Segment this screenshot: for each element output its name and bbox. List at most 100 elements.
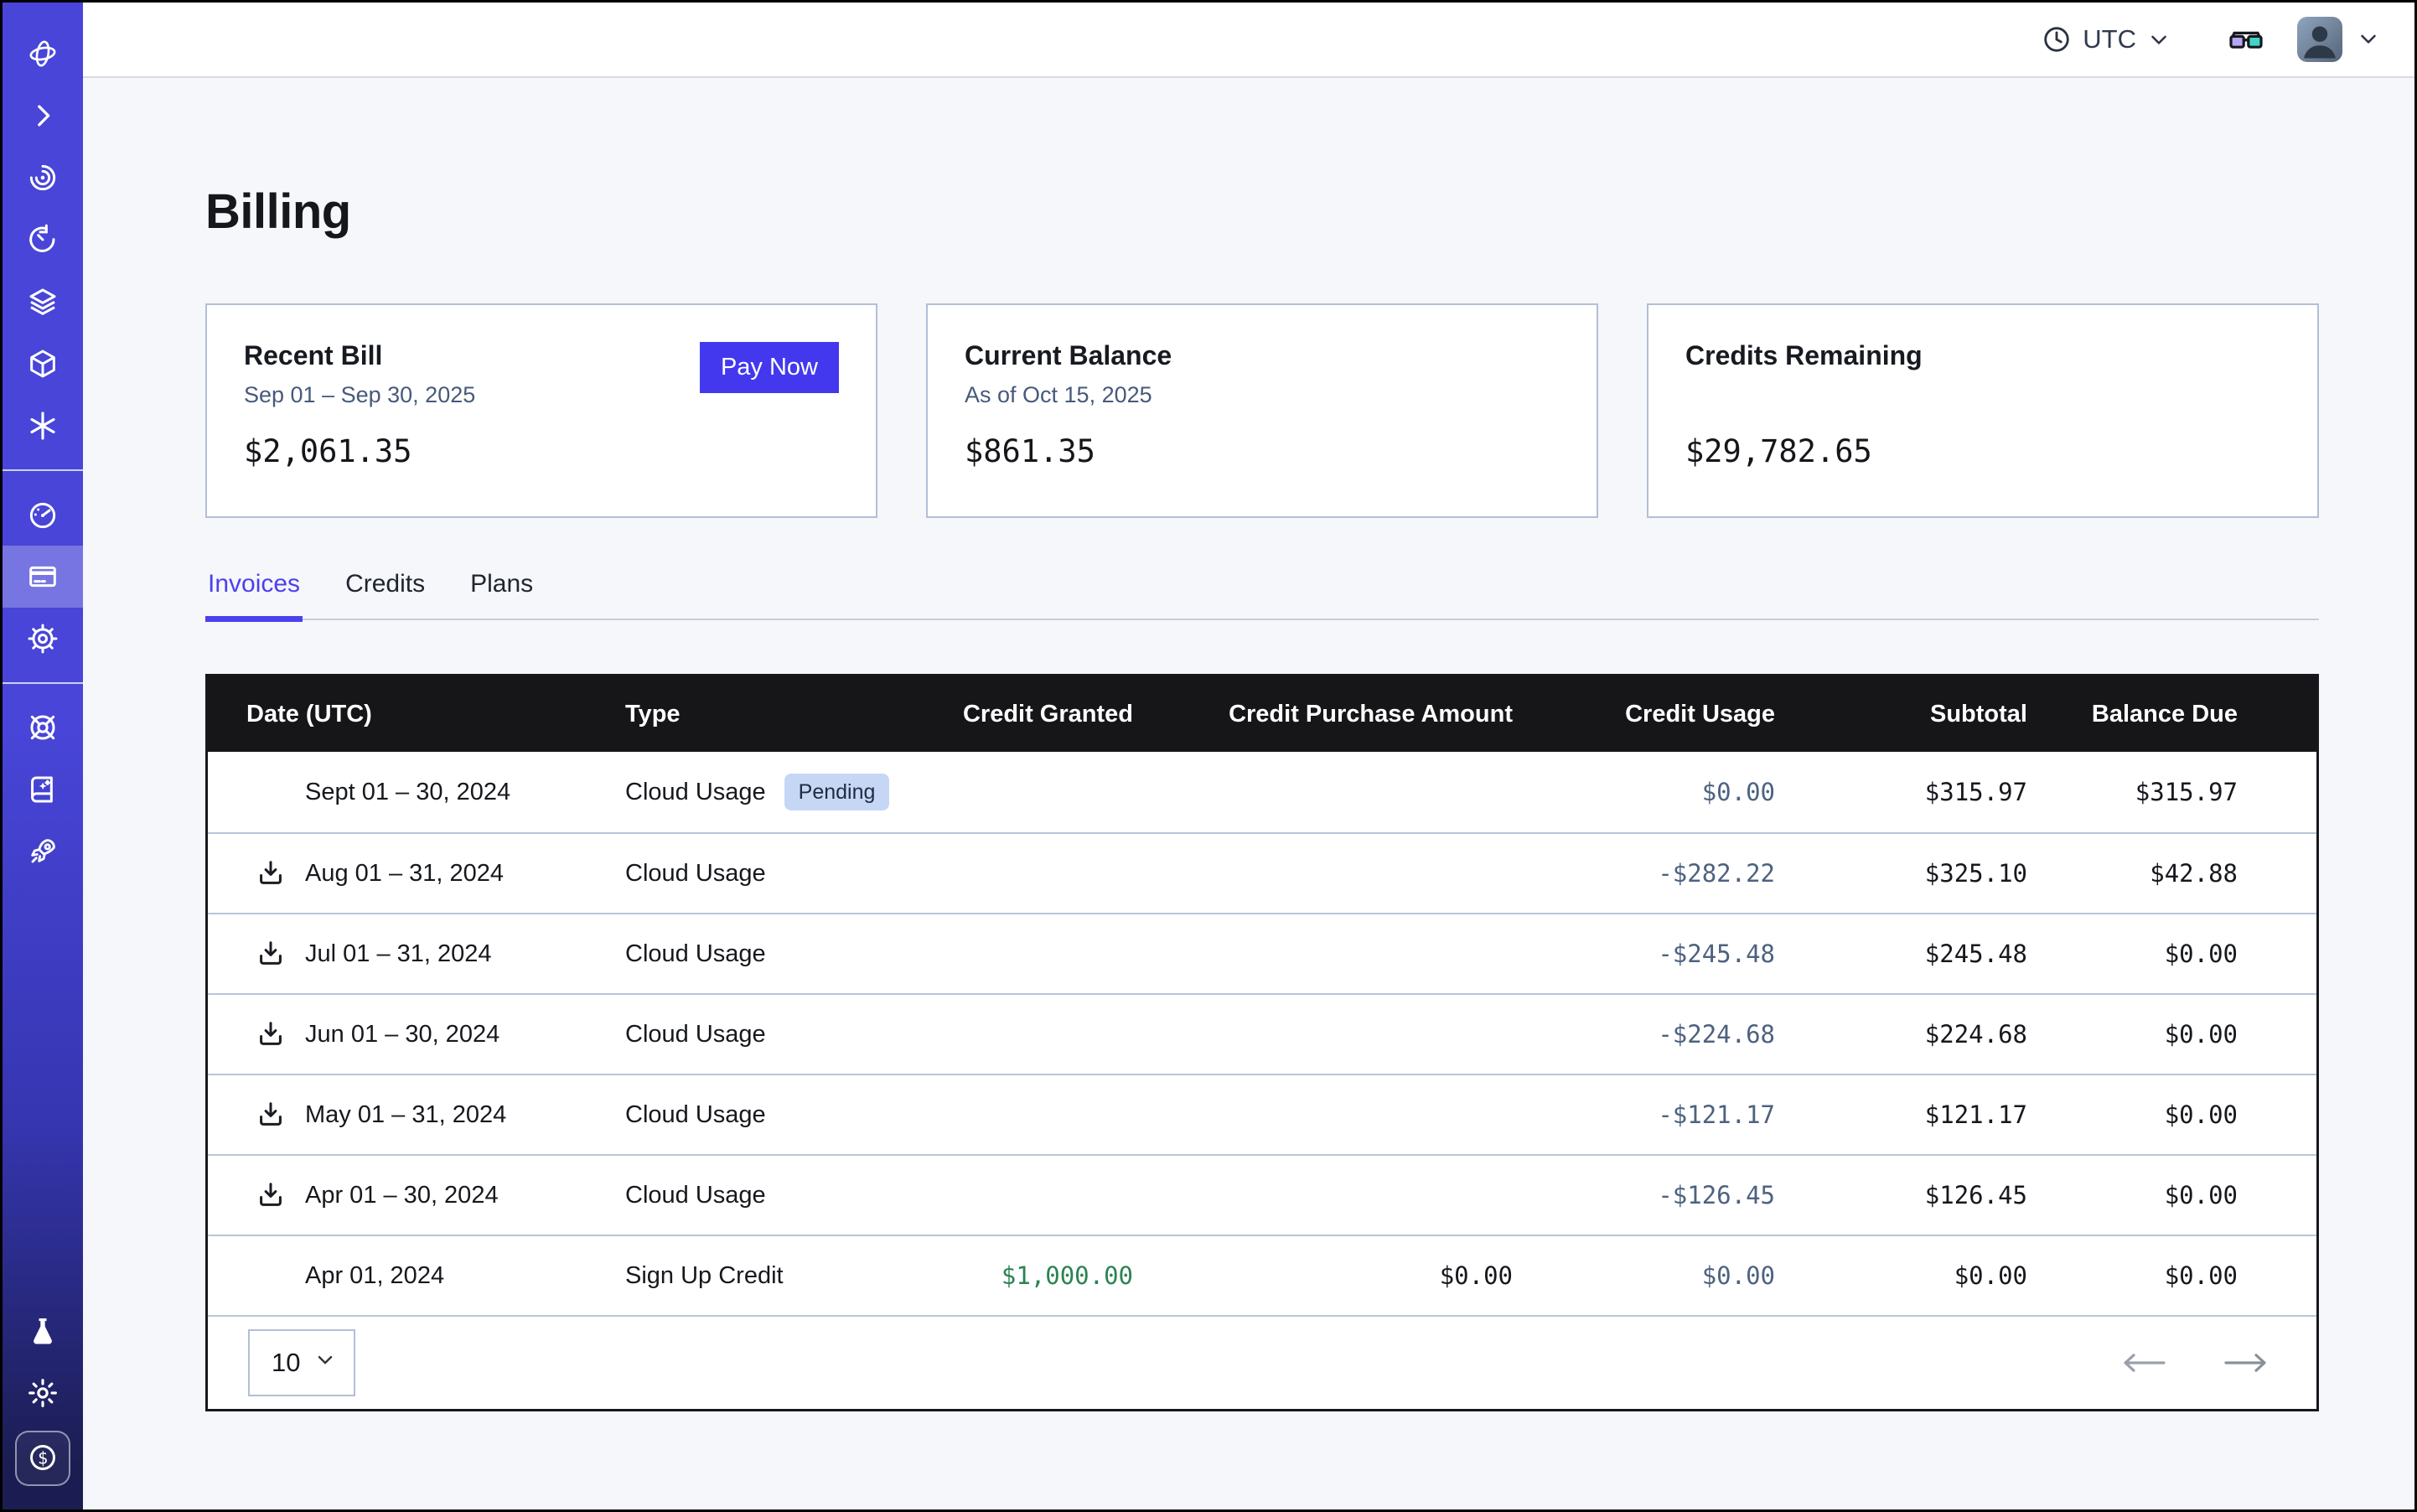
gear-icon — [26, 622, 60, 655]
credit-usage-cell: $0.00 — [1701, 1261, 1775, 1290]
invoice-type-cell: Cloud Usage — [625, 860, 944, 888]
balance-due-cell: $42.88 — [2150, 859, 2238, 888]
invoice-type-cell: Cloud Usage — [625, 1182, 944, 1209]
sidebar-item-deployments[interactable] — [3, 271, 83, 333]
column-header-subtotal: Subtotal — [1930, 700, 2027, 728]
card-subtitle: Sep 01 – Sep 30, 2025 — [244, 382, 476, 407]
chevron-right-icon — [26, 99, 60, 132]
sidebar-collapse-button[interactable] — [3, 85, 83, 147]
column-header-type: Type — [625, 700, 681, 728]
invoice-type-cell: Sign Up Credit — [625, 1262, 944, 1290]
sidebar-item-workers[interactable] — [3, 333, 83, 395]
timezone-selector[interactable]: UTC — [2036, 23, 2176, 56]
subtotal-cell: $224.68 — [1924, 1020, 2027, 1049]
lifebuoy-icon — [26, 711, 60, 744]
sidebar-item-support[interactable] — [3, 696, 83, 759]
invoice-date-cell: Apr 01 – 30, 2024 — [208, 1179, 625, 1211]
download-invoice-button[interactable] — [255, 1018, 287, 1050]
main-area: UTC — [83, 3, 2414, 1509]
table-row: Apr 01 – 30, 2024 Cloud Usage -$126.45 $… — [208, 1154, 2316, 1235]
invoice-date: Apr 01, 2024 — [305, 1261, 445, 1289]
invoice-date: Apr 01 – 30, 2024 — [305, 1181, 499, 1209]
balance-due-cell: $0.00 — [2164, 1181, 2238, 1209]
subtotal-cell: $245.48 — [1924, 940, 2027, 968]
invoice-type: Sign Up Credit — [625, 1261, 784, 1289]
invoice-date-cell: Aug 01 – 31, 2024 — [208, 857, 625, 889]
sidebar-item-labs[interactable] — [3, 1300, 83, 1362]
cube-icon — [26, 347, 60, 381]
sidebar-divider — [3, 682, 83, 684]
pagination-controls — [2120, 1350, 2269, 1375]
billing-page: Billing Recent Bill Sep 01 – Sep 30, 202… — [83, 78, 2414, 1509]
sidebar-item-docs[interactable] — [3, 759, 83, 821]
next-page-button[interactable] — [2223, 1350, 2269, 1375]
user-avatar[interactable] — [2297, 17, 2342, 62]
tab-plans[interactable]: Plans — [468, 570, 536, 619]
table-row: Aug 01 – 31, 2024 Cloud Usage -$282.22 $… — [208, 832, 2316, 913]
recent-bill-amount: $2,061.35 — [244, 433, 412, 469]
credit-card-icon — [26, 560, 60, 593]
current-balance-card: Current Balance As of Oct 15, 2025 $861.… — [926, 303, 1598, 518]
timezone-label: UTC — [2083, 24, 2136, 54]
invoice-type-cell: Cloud Usage Pending — [625, 774, 944, 810]
chevron-down-icon — [2146, 27, 2171, 52]
sidebar-item-usage[interactable] — [3, 484, 83, 546]
credit-usage-cell: -$245.48 — [1658, 940, 1775, 968]
invoice-type: Cloud Usage — [625, 778, 766, 805]
credit-usage-cell: -$121.17 — [1658, 1100, 1775, 1129]
page-title: Billing — [205, 184, 351, 239]
previous-page-button[interactable] — [2120, 1350, 2167, 1375]
sidebar-item-billing[interactable] — [3, 546, 83, 608]
subtotal-cell: $315.97 — [1924, 778, 2027, 806]
sidebar-item-logo[interactable] — [3, 23, 83, 85]
download-invoice-button[interactable] — [255, 857, 287, 889]
card-title: Credits Remaining — [1685, 340, 1923, 370]
download-invoice-button[interactable] — [255, 1099, 287, 1131]
user-menu-chevron[interactable] — [2356, 26, 2381, 54]
sidebar-item-schedules[interactable] — [3, 209, 83, 271]
credit-usage-cell: -$126.45 — [1658, 1181, 1775, 1209]
invoice-date: May 01 – 31, 2024 — [305, 1100, 507, 1128]
table-row: Jul 01 – 31, 2024 Cloud Usage -$245.48 $… — [208, 913, 2316, 993]
subtotal-cell: $121.17 — [1924, 1100, 2027, 1129]
table-body: Sept 01 – 30, 2024 Cloud Usage Pending $… — [208, 752, 2316, 1315]
timer-icon — [26, 223, 60, 256]
recent-bill-card: Recent Bill Sep 01 – Sep 30, 2025 $2,061… — [205, 303, 877, 518]
credit-usage-cell: $0.00 — [1701, 778, 1775, 806]
invoice-date-cell: Sept 01 – 30, 2024 — [208, 776, 625, 808]
invoice-date-cell: May 01 – 31, 2024 — [208, 1099, 625, 1131]
sidebar-item-pricing[interactable]: $ — [15, 1431, 70, 1486]
card-title: Recent Bill — [244, 340, 383, 370]
card-subtitle: As of Oct 15, 2025 — [965, 382, 1152, 407]
tab-invoices[interactable]: Invoices — [205, 570, 303, 622]
table-row: May 01 – 31, 2024 Cloud Usage -$121.17 $… — [208, 1074, 2316, 1154]
page-size-select[interactable]: 10 — [248, 1329, 356, 1396]
sidebar-divider — [3, 469, 83, 471]
table-footer: 10 — [208, 1315, 2316, 1409]
temporal-logo-icon — [26, 37, 60, 70]
sidebar-item-nexus[interactable] — [3, 395, 83, 457]
invoice-type: Cloud Usage — [625, 1181, 766, 1209]
theme-toggle-button[interactable] — [3, 1362, 83, 1424]
invoice-date: Sept 01 – 30, 2024 — [305, 778, 511, 805]
balance-due-cell: $0.00 — [2164, 1020, 2238, 1049]
balance-due-cell: $0.00 — [2164, 1261, 2238, 1290]
credit-purchase-cell: $0.00 — [1439, 1261, 1513, 1290]
tab-credits[interactable]: Credits — [343, 570, 427, 619]
table-row: Sept 01 – 30, 2024 Cloud Usage Pending $… — [208, 752, 2316, 832]
sidebar-item-namespaces[interactable] — [3, 147, 83, 209]
sidebar: $ — [3, 3, 83, 1509]
top-bar: UTC — [83, 3, 2414, 78]
invoice-type-cell: Cloud Usage — [625, 940, 944, 968]
current-balance-amount: $861.35 — [965, 433, 1095, 469]
pay-now-button[interactable]: Pay Now — [699, 342, 839, 393]
download-invoice-button[interactable] — [255, 1179, 287, 1211]
sidebar-item-getting-started[interactable] — [3, 821, 83, 883]
3d-glasses-icon[interactable] — [2225, 23, 2267, 56]
credit-usage-cell: -$282.22 — [1658, 859, 1775, 888]
invoice-date-cell: Jul 01 – 31, 2024 — [208, 938, 625, 970]
sidebar-item-settings[interactable] — [3, 608, 83, 670]
download-invoice-button[interactable] — [255, 938, 287, 970]
status-badge: Pending — [784, 774, 890, 810]
svg-text:$: $ — [38, 1447, 48, 1468]
